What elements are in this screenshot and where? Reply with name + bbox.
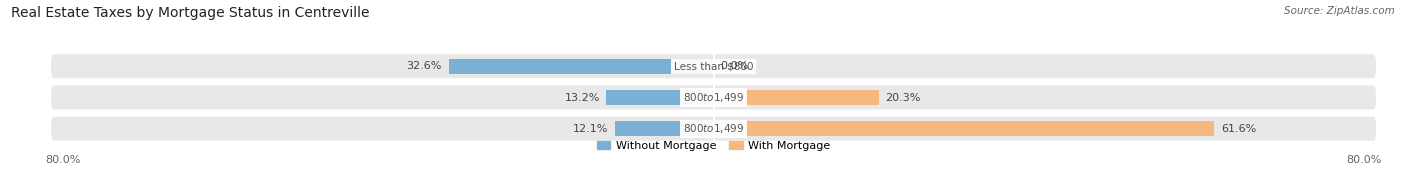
Bar <box>606 90 713 105</box>
Text: Real Estate Taxes by Mortgage Status in Centreville: Real Estate Taxes by Mortgage Status in … <box>11 6 370 20</box>
Bar <box>616 121 713 136</box>
FancyBboxPatch shape <box>51 85 1376 110</box>
Text: 13.2%: 13.2% <box>564 92 600 103</box>
FancyBboxPatch shape <box>51 54 1376 78</box>
Text: 32.6%: 32.6% <box>406 61 441 71</box>
Bar <box>713 90 879 105</box>
Bar <box>713 121 1215 136</box>
Legend: Without Mortgage, With Mortgage: Without Mortgage, With Mortgage <box>592 136 835 155</box>
FancyBboxPatch shape <box>51 117 1376 141</box>
Text: 12.1%: 12.1% <box>574 124 609 134</box>
Text: 20.3%: 20.3% <box>884 92 921 103</box>
Text: 61.6%: 61.6% <box>1220 124 1256 134</box>
Bar <box>449 59 713 74</box>
Text: $800 to $1,499: $800 to $1,499 <box>683 122 744 135</box>
Text: $800 to $1,499: $800 to $1,499 <box>683 91 744 104</box>
Text: 0.0%: 0.0% <box>720 61 748 71</box>
Text: Less than $800: Less than $800 <box>673 61 754 71</box>
Text: Source: ZipAtlas.com: Source: ZipAtlas.com <box>1284 6 1395 16</box>
